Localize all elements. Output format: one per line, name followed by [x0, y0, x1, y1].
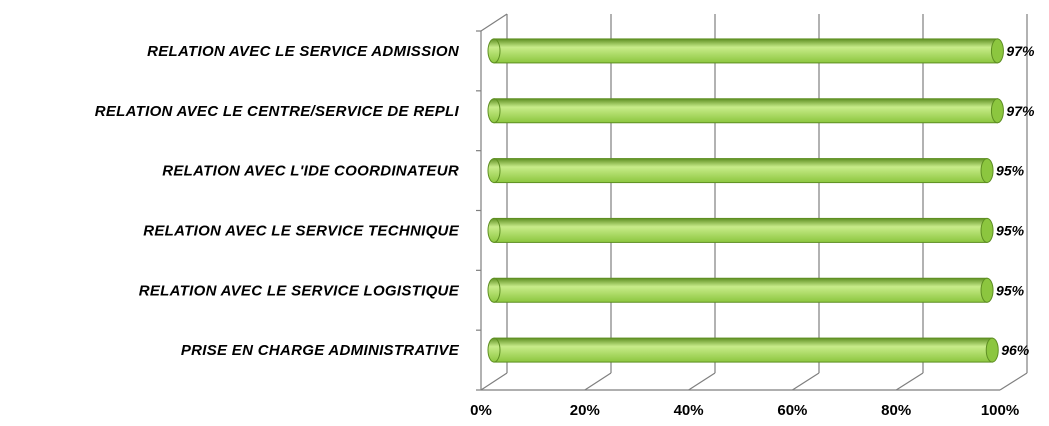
bar-left-cap — [487, 217, 501, 243]
data-label: 97% — [1006, 43, 1035, 59]
floor-gridline — [792, 372, 820, 391]
bar — [487, 277, 994, 303]
category-label: RELATION AVEC LE CENTRE/SERVICE DE REPLI — [95, 103, 460, 120]
bar-right-cap — [980, 217, 994, 243]
category-label: RELATION AVEC L'IDE COORDINATEUR — [162, 163, 459, 180]
bar-left-cap — [487, 98, 501, 124]
bar-right-cap — [980, 277, 994, 303]
bar-body — [493, 98, 998, 124]
bar-right-cap — [985, 337, 999, 363]
bar — [487, 98, 1004, 124]
x-tick-label: 80% — [881, 402, 911, 419]
floor-gridline — [584, 372, 612, 391]
bar — [487, 337, 999, 363]
data-label: 97% — [1006, 103, 1035, 119]
category-label: RELATION AVEC LE SERVICE LOGISTIQUE — [139, 282, 460, 299]
floor-gridline — [688, 372, 716, 391]
category-label: RELATION AVEC LE SERVICE ADMISSION — [147, 43, 460, 60]
labels: RELATION AVEC LE SERVICE ADMISSION 97% REL… — [95, 43, 1035, 419]
bar — [487, 38, 1004, 64]
bar-right-cap — [980, 158, 994, 184]
x-tick-label: 40% — [674, 402, 704, 419]
bar-body — [493, 277, 988, 303]
bar — [487, 217, 994, 243]
bars — [487, 38, 1004, 363]
wall-top-edge — [480, 13, 508, 32]
bar-left-cap — [487, 277, 501, 303]
x-tick-label: 60% — [777, 402, 807, 419]
bar-left-cap — [487, 38, 501, 64]
x-tick-label: 0% — [470, 402, 492, 419]
bar-right-cap — [990, 98, 1004, 124]
bar — [487, 158, 994, 184]
grid — [476, 13, 1028, 391]
category-label: PRISE EN CHARGE ADMINISTRATIVE — [181, 342, 460, 359]
bar-body — [493, 337, 993, 363]
data-label: 95% — [996, 222, 1025, 238]
bar-right-cap — [990, 38, 1004, 64]
bar-left-cap — [487, 337, 501, 363]
bar-body — [493, 217, 988, 243]
category-label: RELATION AVEC LE SERVICE TECHNIQUE — [143, 222, 459, 239]
floor-gridline — [480, 372, 508, 391]
bar-left-cap — [487, 158, 501, 184]
data-label: 95% — [996, 282, 1025, 298]
data-label: 95% — [996, 163, 1025, 179]
bar-body — [493, 158, 988, 184]
x-tick-label: 20% — [570, 402, 600, 419]
data-label: 96% — [1001, 342, 1030, 358]
floor-gridline — [999, 372, 1028, 391]
bar-body — [493, 38, 998, 64]
x-tick-label: 100% — [981, 402, 1019, 419]
floor-gridline — [895, 372, 924, 391]
